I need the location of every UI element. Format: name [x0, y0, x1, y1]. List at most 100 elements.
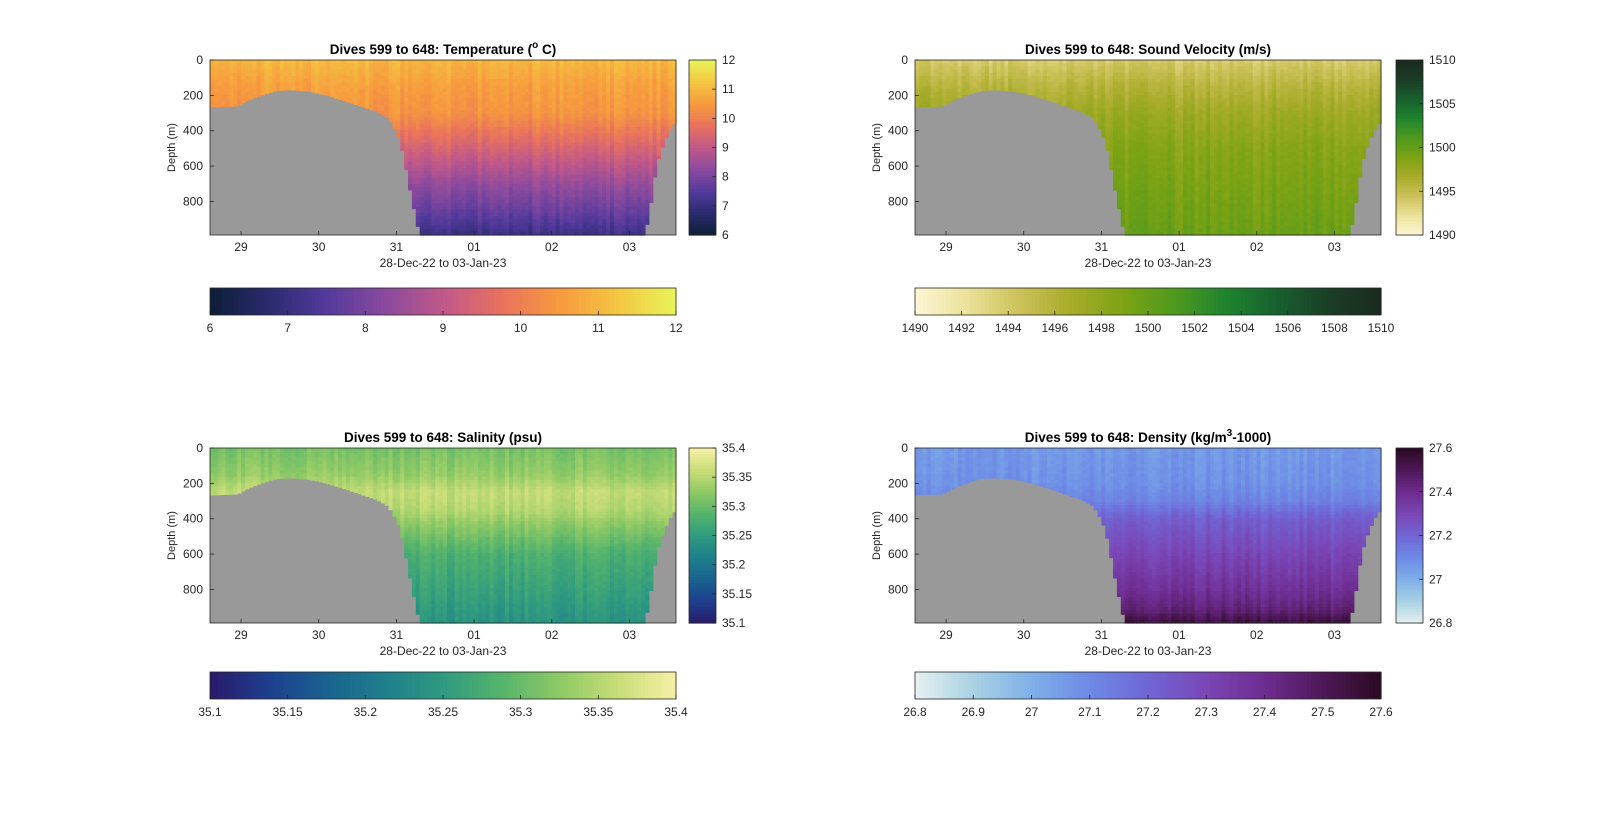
heatmap-cell [493, 158, 498, 163]
heatmap-cell [477, 200, 483, 204]
heatmap-cell [609, 72, 615, 77]
heatmap-cell [450, 120, 456, 125]
heatmap-cell [606, 190, 611, 195]
heatmap-cell [411, 95, 417, 99]
heatmap-cell [233, 91, 238, 96]
heatmap-cell [509, 203, 514, 207]
heatmap-cell [559, 66, 564, 71]
heatmap-cell [609, 152, 615, 157]
heatmap-cell [485, 177, 491, 182]
heatmap-cell [470, 222, 475, 227]
heatmap-cell [233, 72, 238, 77]
heatmap-cell [512, 177, 518, 182]
heatmap-cell [551, 139, 557, 144]
heatmap-cell [516, 79, 522, 83]
heatmap-cell [431, 155, 436, 160]
heatmap-cell [509, 104, 514, 109]
heatmap-cell [489, 149, 495, 153]
heatmap-cell [485, 225, 491, 230]
heatmap-cell [454, 200, 460, 204]
colorbar-swatch [656, 288, 662, 315]
heatmap-cell [446, 66, 452, 71]
heatmap-cell [567, 107, 572, 112]
heatmap-cell [578, 171, 584, 176]
heatmap-cell [555, 142, 561, 147]
heatmap-cell [357, 63, 363, 67]
heatmap-cell [431, 75, 436, 80]
heatmap-cell [489, 66, 495, 71]
heatmap-cell [489, 79, 495, 83]
heatmap-cell [252, 66, 258, 71]
heatmap-cell [609, 193, 615, 198]
heatmap-cell [443, 66, 448, 71]
heatmap-cell [559, 158, 564, 163]
heatmap-cell [338, 60, 343, 64]
heatmap-cell [567, 184, 572, 188]
heatmap-cell [575, 180, 580, 185]
heatmap-cell [458, 171, 464, 176]
heatmap-cell [551, 231, 557, 236]
heatmap-cell [384, 104, 390, 109]
heatmap-cell [477, 126, 483, 131]
heatmap-cell [578, 101, 584, 106]
heatmap-cell [567, 123, 572, 128]
heatmap-cell [567, 231, 572, 236]
heatmap-cell [213, 104, 219, 108]
heatmap-cell [419, 222, 425, 227]
heatmap-cell [400, 79, 405, 83]
heatmap-cell [617, 133, 623, 137]
heatmap-cell [481, 225, 487, 230]
heatmap-cell [357, 72, 363, 77]
heatmap-cell [260, 72, 265, 77]
heatmap-cell [578, 184, 584, 188]
heatmap-cell [419, 215, 425, 220]
heatmap-cell [454, 206, 460, 211]
heatmap-cell [540, 193, 545, 198]
colorbar-swatch [415, 288, 421, 315]
heatmap-cell [571, 231, 576, 236]
heatmap-cell [625, 88, 630, 93]
heatmap-cell [497, 107, 502, 112]
heatmap-cell [509, 107, 514, 112]
heatmap-cell [547, 101, 553, 106]
heatmap-cell [489, 231, 495, 236]
colorbar-tick-label: 7 [284, 321, 291, 335]
heatmap-cell [458, 142, 464, 147]
heatmap-cell [481, 190, 487, 195]
heatmap-cell [477, 142, 483, 147]
heatmap-cell [431, 165, 436, 169]
heatmap-cell [555, 161, 561, 166]
heatmap-cell [567, 126, 572, 131]
heatmap-cell [415, 114, 421, 118]
heatmap-cell [419, 206, 425, 211]
heatmap-cell [555, 82, 561, 87]
heatmap-cell [439, 75, 444, 80]
heatmap-cell [505, 107, 510, 112]
heatmap-cell [485, 95, 491, 99]
heatmap-cell [586, 114, 592, 118]
heatmap-cell [489, 158, 495, 163]
heatmap-cell [466, 190, 471, 195]
heatmap-cell [575, 200, 580, 204]
heatmap-cell [551, 168, 557, 172]
heatmap-cell [586, 139, 592, 144]
heatmap-cell [415, 155, 421, 160]
heatmap-cell [260, 75, 265, 80]
heatmap-cell [470, 63, 475, 67]
heatmap-cell [237, 75, 242, 80]
heatmap-cell [427, 212, 432, 217]
heatmap-cell [625, 85, 630, 90]
heatmap-cell [575, 155, 580, 160]
heatmap-cell [415, 215, 421, 220]
heatmap-cell [419, 114, 425, 118]
heatmap-cell [981, 88, 986, 91]
heatmap-cell [1004, 88, 1009, 92]
heatmap-cell [501, 209, 506, 214]
heatmap-cell [575, 72, 580, 77]
colorbar-swatch [606, 288, 611, 315]
heatmap-cell [493, 209, 498, 214]
heatmap-cell [477, 75, 483, 80]
heatmap-cell [342, 75, 347, 80]
heatmap-cell [559, 69, 564, 74]
